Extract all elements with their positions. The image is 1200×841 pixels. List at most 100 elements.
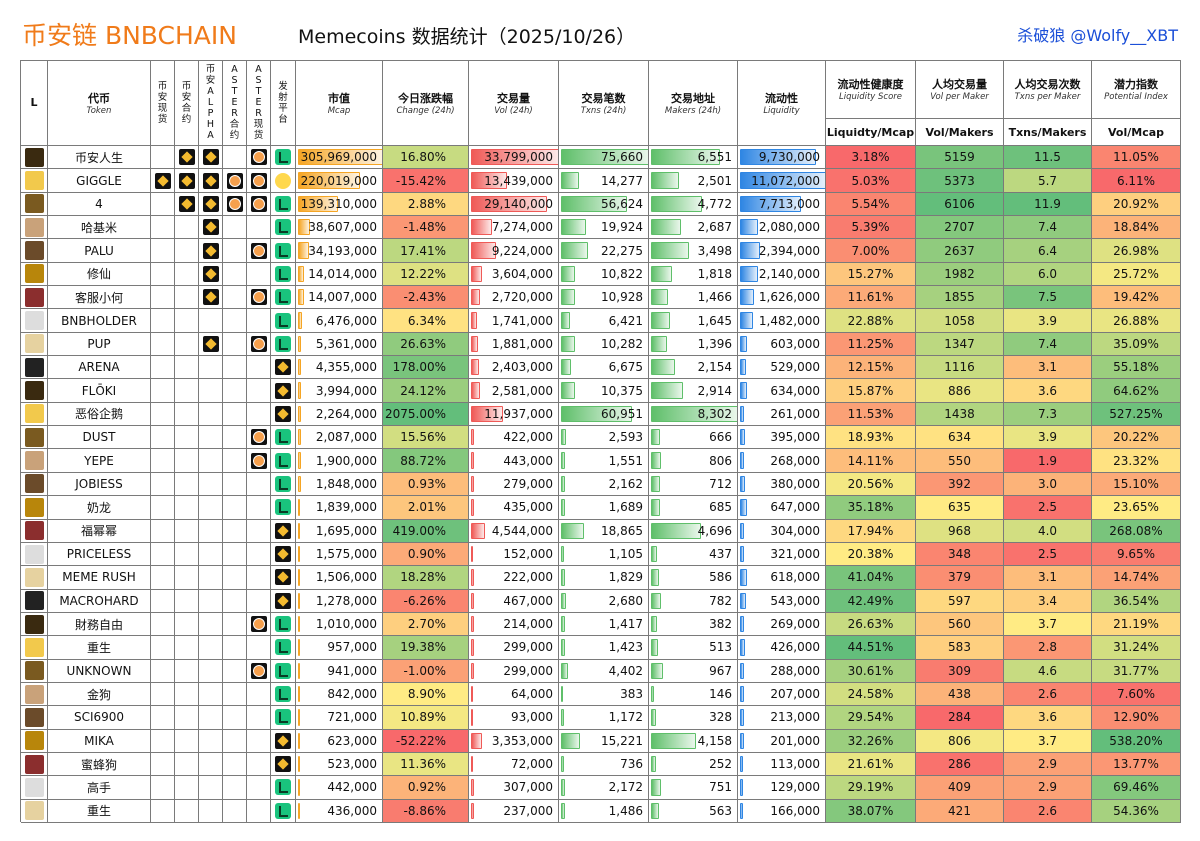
data-cell: 1,010,000 (296, 612, 383, 637)
listing-icon (250, 335, 267, 352)
data-cell: 435,000 (469, 496, 559, 520)
logo-cell (21, 426, 48, 450)
listing-cell (223, 426, 247, 450)
logo-cell (21, 589, 48, 613)
listing-cell (271, 216, 296, 240)
cell-text: 60,951 (601, 406, 643, 421)
logo-cell (21, 239, 48, 263)
data-bar (740, 615, 745, 633)
data-cell: 5,361,000 (296, 332, 383, 357)
data-bar (561, 149, 648, 166)
heat-cell: 55.18% (1092, 356, 1181, 380)
token-logo (24, 264, 44, 284)
logo-cell (21, 146, 48, 170)
listing-cell (271, 402, 296, 427)
listing-cell (151, 192, 175, 217)
data-bar (471, 685, 474, 703)
cell-text: 712 (709, 476, 732, 491)
listing-cell (199, 636, 223, 660)
data-cell: 1,396 (649, 332, 738, 357)
token-cell: DUST (48, 426, 151, 450)
listing-cell (271, 706, 296, 730)
header-cell: 币安现货 (151, 60, 175, 146)
listing-icon (275, 569, 291, 586)
heat-cell: 1982 (916, 262, 1004, 287)
title: Memecoins 数据统计（2025/10/26） (298, 26, 636, 48)
header-cell: 人均交易量 Vol per Maker (916, 60, 1004, 119)
table: L 代币 Token 币安现货 币安合约 币安ALPHA ASTER合约 ASTER现货 发射平… (20, 60, 1181, 823)
header-cell: 流动性 Liquidity (738, 60, 826, 146)
cell-text: 2,162 (608, 476, 643, 491)
header-cell: ASTER合约 (223, 60, 247, 146)
listing-icon (202, 149, 219, 166)
data-bar (651, 802, 659, 819)
heat-cell: 286 (916, 752, 1004, 777)
header-sub: Vol/Makers (916, 119, 1004, 146)
heat-cell: 2.9 (1004, 752, 1092, 777)
heat-cell: 5159 (916, 146, 1004, 170)
cell-text: 437 (709, 547, 732, 562)
cell-text: 214,000 (503, 617, 553, 632)
listing-cell (247, 752, 271, 777)
heat-cell: 5.03% (826, 169, 916, 193)
listing-cell (199, 426, 223, 450)
listing-cell (223, 612, 247, 637)
listing-cell (151, 729, 175, 753)
listing-cell (247, 402, 271, 427)
listing-cell (247, 262, 271, 287)
data-cell: 304,000 (738, 519, 826, 543)
data-cell: 736 (559, 752, 649, 777)
listing-cell (175, 659, 199, 683)
token-logo (24, 171, 44, 191)
cell-text: 2,687 (697, 220, 732, 235)
data-bar (471, 429, 475, 446)
data-bar (740, 662, 745, 679)
token-cell: 币安人生 (48, 146, 151, 170)
data-cell: 93,000 (469, 706, 559, 730)
listing-icon (275, 546, 291, 563)
cell-text: 222,000 (503, 570, 553, 585)
cell-text: 328 (709, 710, 732, 725)
data-cell: 22,275 (559, 239, 649, 263)
cell-text: 2,140,000 (758, 266, 820, 281)
heat-cell: 1347 (916, 332, 1004, 357)
logo-cell (21, 286, 48, 310)
listing-cell (199, 612, 223, 637)
heat-cell: -1.00% (383, 659, 469, 683)
heat-cell: 38.07% (826, 799, 916, 823)
cell-text: 380,000 (770, 476, 820, 491)
token-cell: 重生 (48, 799, 151, 823)
listing-cell (175, 286, 199, 310)
data-bar (298, 172, 360, 189)
heat-cell: 17.94% (826, 519, 916, 543)
data-cell: 72,000 (469, 752, 559, 777)
heat-cell: 26.63% (826, 612, 916, 637)
listing-cell (247, 706, 271, 730)
header-cn: 发射平台 (278, 80, 288, 125)
listing-icon (275, 802, 291, 819)
cell-text: 513 (709, 640, 732, 655)
token-logo (24, 684, 44, 704)
data-bar (471, 219, 492, 236)
logo-cell (21, 379, 48, 403)
listing-cell (271, 379, 296, 403)
token-logo (24, 357, 44, 377)
data-cell: 10,928 (559, 286, 649, 310)
token-cell: 高手 (48, 776, 151, 800)
listing-cell (151, 239, 175, 263)
token-cell: YEPE (48, 449, 151, 473)
data-cell: 3,353,000 (469, 729, 559, 753)
listing-cell (271, 752, 296, 777)
heat-cell: 1116 (916, 356, 1004, 380)
cell-text: 166,000 (770, 803, 820, 818)
listing-cell (271, 542, 296, 567)
data-cell: 299,000 (469, 659, 559, 683)
listing-cell (223, 542, 247, 567)
data-cell: 1,848,000 (296, 472, 383, 497)
data-cell: 10,282 (559, 332, 649, 357)
heat-cell: 968 (916, 519, 1004, 543)
listing-cell (175, 636, 199, 660)
data-bar (298, 312, 302, 329)
listing-cell (271, 682, 296, 707)
listing-icon (275, 405, 291, 422)
